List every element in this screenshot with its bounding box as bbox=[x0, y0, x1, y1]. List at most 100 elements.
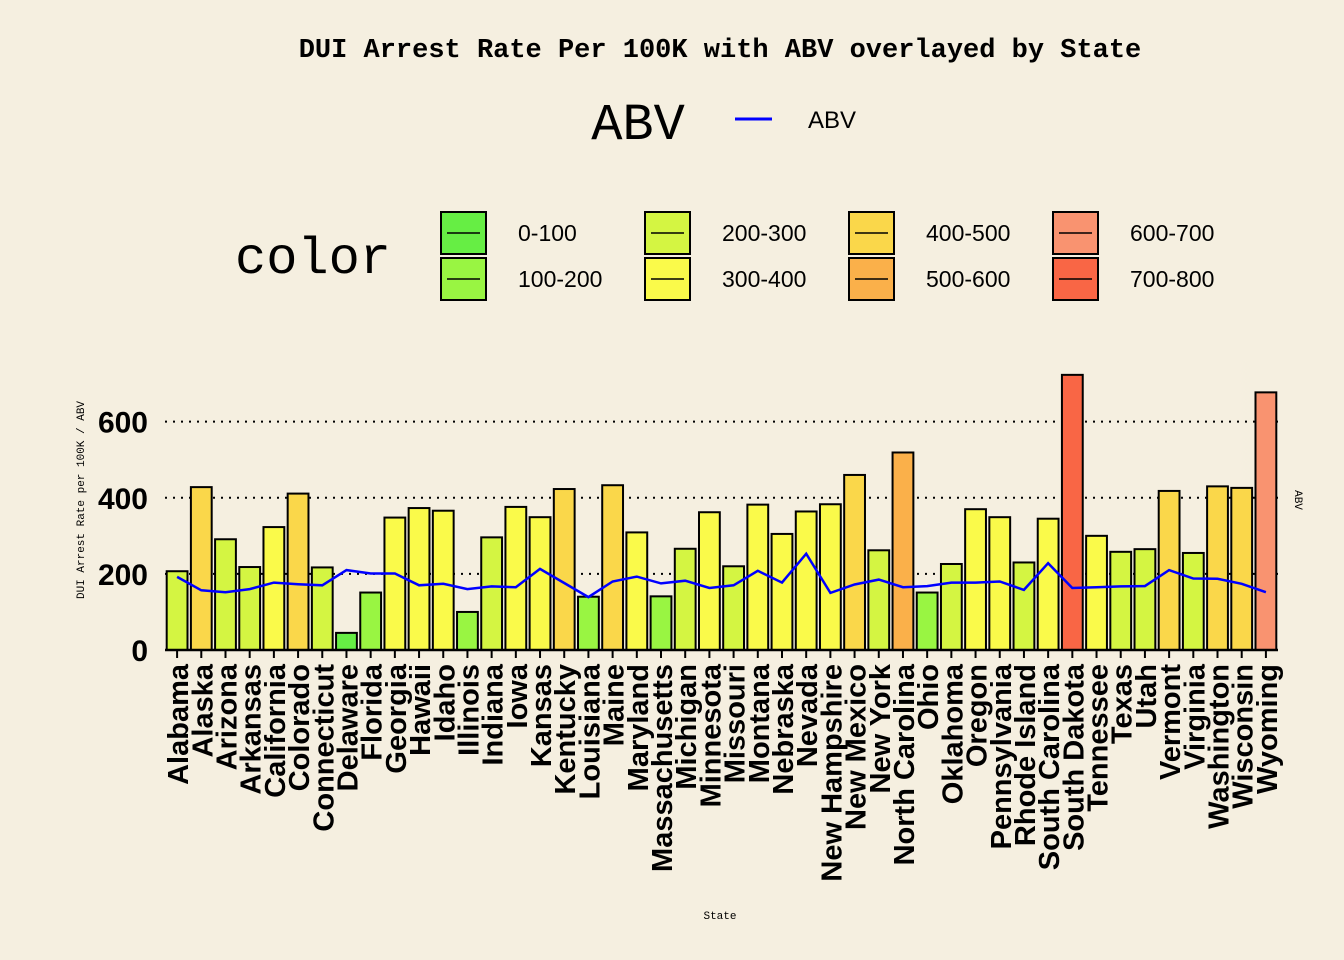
x-tick-label: New Mexico bbox=[841, 664, 873, 830]
legend-color-entry: 200-300 bbox=[644, 211, 806, 255]
chart-title: DUI Arrest Rate Per 100K with ABV overla… bbox=[299, 36, 1142, 66]
bar-missouri bbox=[722, 565, 746, 651]
x-tick-label: Michigan bbox=[671, 664, 703, 790]
legend-color-entry: 300-400 bbox=[644, 257, 806, 301]
y-tick-label: 0 bbox=[131, 635, 148, 668]
bar-alaska bbox=[189, 486, 213, 651]
bar-south-carolina bbox=[1036, 517, 1060, 651]
legend-color-entry: 100-200 bbox=[440, 257, 602, 301]
x-tick-label: Alabama bbox=[163, 663, 195, 785]
y-axis-label: DUI Arrest Rate per 100K / ABV bbox=[76, 401, 88, 599]
abv-series-line bbox=[176, 551, 1267, 599]
grid-lines bbox=[165, 420, 1278, 575]
x-tick-label: Rhode Island bbox=[1010, 664, 1042, 846]
x-tick-label: Georgia bbox=[381, 663, 413, 773]
bar-wyoming bbox=[1254, 391, 1278, 651]
bar-oklahoma bbox=[939, 562, 963, 651]
bar-maryland bbox=[625, 531, 649, 651]
y-tick-label: 200 bbox=[98, 559, 148, 592]
x-tick-label: Kentucky bbox=[550, 664, 582, 795]
x-tick-label: Wisconsin bbox=[1228, 664, 1260, 809]
bar-indiana bbox=[480, 536, 504, 651]
x-tick-label: Utah bbox=[1131, 664, 1163, 728]
x-tick-label: Oklahoma bbox=[937, 663, 969, 804]
x-tick-label: Indiana bbox=[478, 663, 510, 765]
bar-tennessee bbox=[1085, 534, 1108, 651]
bar-montana bbox=[746, 503, 770, 651]
x-tick-label: Idaho bbox=[429, 664, 461, 741]
bar-oregon bbox=[964, 508, 987, 652]
bar-arizona bbox=[214, 538, 237, 652]
legend-color-label: 600-700 bbox=[1130, 220, 1214, 246]
bar-north-carolina bbox=[891, 451, 915, 651]
legend-color: color 0-100 100-200 200-300 300-400 400-500 5… bbox=[235, 211, 1214, 301]
x-tick-labels: AlabamaAlaskaArizonaArkansasCaliforniaCo… bbox=[163, 663, 1284, 881]
x-tick-label: New York bbox=[865, 663, 897, 793]
bar-new-mexico bbox=[843, 473, 866, 652]
legend-color-entry: 400-500 bbox=[848, 211, 1010, 255]
x-tick-label: South Dakota bbox=[1058, 663, 1090, 851]
bar-california bbox=[262, 526, 286, 652]
legend-color-label: 0-100 bbox=[518, 220, 577, 246]
legend-color-entry: 700-800 bbox=[1052, 257, 1214, 301]
x-tick-label: Virginia bbox=[1179, 663, 1211, 770]
x-tick-label: Connecticut bbox=[308, 664, 340, 832]
bar-minnesota bbox=[697, 511, 721, 651]
y-tick-labels: 0 200 400 600 bbox=[98, 407, 148, 668]
x-tick-label: Nebraska bbox=[768, 663, 800, 794]
bar-michigan bbox=[673, 547, 697, 651]
x-tick-label: Vermont bbox=[1155, 664, 1187, 780]
bar-kentucky bbox=[552, 488, 576, 651]
bar-nebraska bbox=[770, 532, 794, 651]
x-tick-label: Minnesota bbox=[695, 663, 727, 807]
bar-colorado bbox=[286, 492, 310, 652]
x-tick-label: North Carolina bbox=[889, 663, 921, 865]
bar-delaware bbox=[335, 631, 358, 651]
bar-ohio bbox=[915, 591, 939, 652]
x-tick-label: Illinois bbox=[453, 664, 485, 756]
x-tick-label: Arizona bbox=[212, 663, 244, 770]
x-tick-label: Louisiana bbox=[574, 663, 606, 799]
bar-new-york bbox=[867, 549, 891, 651]
axes bbox=[165, 648, 1278, 658]
x-tick-label: Maine bbox=[599, 664, 631, 746]
x-tick-label: South Carolina bbox=[1034, 663, 1066, 870]
x-tick-label: Washington bbox=[1204, 664, 1236, 829]
bar-new-hampshire bbox=[818, 503, 842, 651]
x-tick-label: Montana bbox=[744, 663, 776, 783]
x-tick-label: California bbox=[260, 663, 292, 798]
bar-arkansas bbox=[238, 566, 262, 651]
x-tick-label: Hawaii bbox=[405, 664, 437, 756]
x-tick-label: Wyoming bbox=[1252, 664, 1284, 794]
x-tick-label: Missouri bbox=[720, 664, 752, 783]
x-tick-label: New Hampshire bbox=[816, 664, 848, 882]
x-tick-label: Delaware bbox=[333, 664, 365, 791]
y2-axis-label: ABV bbox=[1291, 490, 1303, 510]
bar-idaho bbox=[431, 509, 455, 652]
legend-color-label: 500-600 bbox=[926, 266, 1010, 292]
bar-iowa bbox=[504, 505, 528, 651]
x-tick-label: Pennsylvania bbox=[986, 663, 1018, 849]
legend-abv-title: ABV bbox=[591, 96, 685, 155]
legend-color-entry: 0-100 bbox=[440, 211, 577, 255]
x-tick-label: Alaska bbox=[187, 663, 219, 757]
x-tick-label: Florida bbox=[357, 663, 389, 761]
x-tick-label: Colorado bbox=[284, 664, 316, 791]
x-tick-label: Massachusetts bbox=[647, 664, 679, 872]
legend-color-title: color bbox=[235, 230, 391, 289]
bar-florida bbox=[359, 591, 383, 652]
bar-south-dakota bbox=[1060, 373, 1084, 651]
bar-utah bbox=[1133, 548, 1157, 651]
legend-color-label: 300-400 bbox=[722, 266, 806, 292]
x-tick-label: Iowa bbox=[502, 663, 534, 728]
x-tick-label: Oregon bbox=[962, 664, 994, 767]
legend-color-entry: 500-600 bbox=[848, 257, 1010, 301]
x-tick-label: Nevada bbox=[792, 663, 824, 767]
bar-nevada bbox=[794, 510, 818, 651]
bar-louisiana bbox=[577, 595, 600, 652]
y-tick-label: 400 bbox=[98, 483, 148, 516]
legend-abv: ABV ABV bbox=[591, 96, 856, 155]
legend-color-label: 200-300 bbox=[722, 220, 806, 246]
bar-maine bbox=[601, 484, 625, 651]
